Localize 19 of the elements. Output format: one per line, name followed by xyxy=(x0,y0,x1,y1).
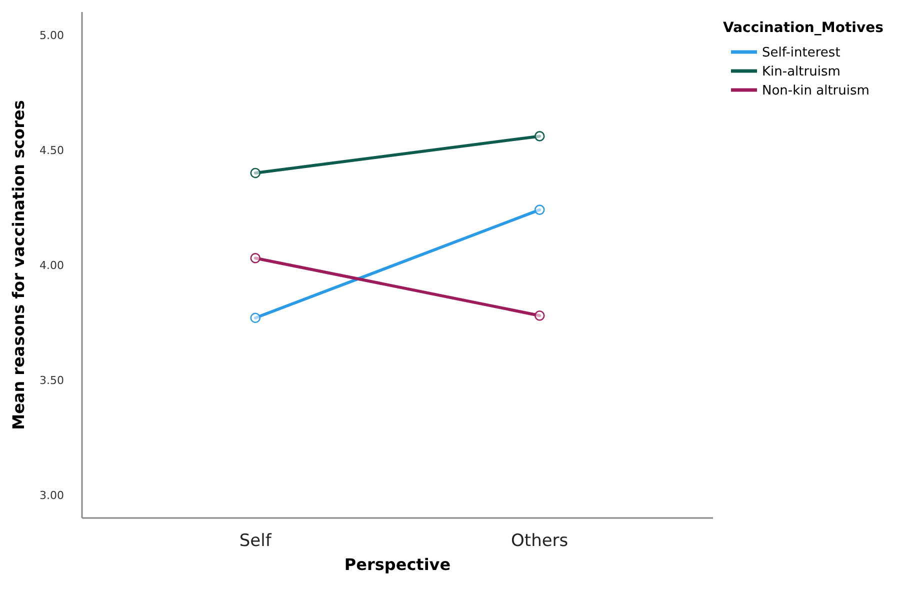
legend-label: Self-interest xyxy=(762,46,840,61)
point xyxy=(534,204,545,215)
y-axis-title: Mean reasons for vaccination scores xyxy=(9,100,28,430)
point xyxy=(534,131,545,142)
legend-label: Kin-altruism xyxy=(762,64,840,80)
y-tick-label: 4.50 xyxy=(40,144,64,157)
point xyxy=(250,252,261,264)
y-tick-label: 3.00 xyxy=(40,488,64,502)
legend-title: Vaccination_Motives xyxy=(723,20,884,36)
y-tick-label: 5.00 xyxy=(40,28,64,42)
point xyxy=(534,310,545,321)
y-tick-label: 3.50 xyxy=(40,374,64,387)
x-axis-title: Perspective xyxy=(344,555,451,574)
point xyxy=(250,168,261,178)
y-tick-label: 4.00 xyxy=(40,258,64,272)
legend-label: Non-kin altruism xyxy=(762,84,870,99)
x-tick-label: Others xyxy=(511,531,568,551)
x-tick-label: Self xyxy=(239,531,272,551)
point xyxy=(250,312,261,324)
